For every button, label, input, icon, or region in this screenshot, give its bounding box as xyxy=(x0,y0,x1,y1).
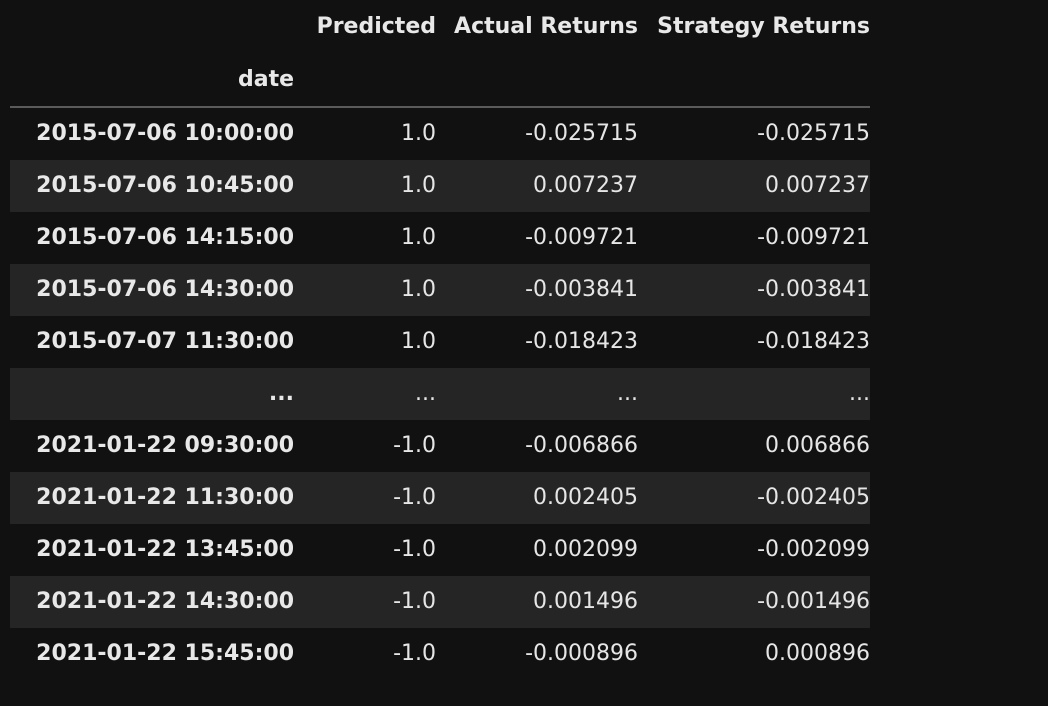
row-index-date: 2021-01-22 11:30:00 xyxy=(36,485,294,510)
table-row: 2015-07-06 14:15:00 1.0 -0.009721 -0.009721 xyxy=(10,212,870,264)
index-corner-cell xyxy=(10,0,294,54)
cell-actual-returns: -0.025715 xyxy=(525,121,638,146)
cell-strategy-returns: -0.018423 xyxy=(757,329,870,354)
cell-predicted: -1.0 xyxy=(393,433,436,458)
table-header: Predicted Actual Returns Strategy Return… xyxy=(10,0,870,108)
cell-actual-returns: 0.001496 xyxy=(533,589,638,614)
table-row: 2021-01-22 11:30:00 -1.0 0.002405 -0.002405 xyxy=(10,472,870,524)
table-row: 2015-07-06 10:45:00 1.0 0.007237 0.007237 xyxy=(10,160,870,212)
table-row: 2015-07-06 10:00:00 1.0 -0.025715 -0.025715 xyxy=(10,107,870,160)
cell-predicted: -1.0 xyxy=(393,641,436,666)
cell-actual-returns: -0.006866 xyxy=(525,433,638,458)
cell-actual-returns: -0.009721 xyxy=(525,225,638,250)
row-index-date: 2021-01-22 14:30:00 xyxy=(36,589,294,614)
cell-strategy-returns: -0.025715 xyxy=(757,121,870,146)
column-header-predicted: Predicted xyxy=(316,14,436,39)
row-index-date: 2021-01-22 09:30:00 xyxy=(36,433,294,458)
cell-predicted: 1.0 xyxy=(401,121,436,146)
row-index-date: 2015-07-06 14:15:00 xyxy=(36,225,294,250)
cell-predicted: 1.0 xyxy=(401,277,436,302)
cell-actual-returns: -0.003841 xyxy=(525,277,638,302)
table-row: ............ xyxy=(10,368,870,420)
cell-predicted: 1.0 xyxy=(401,225,436,250)
table-row: 2015-07-06 14:30:00 1.0 -0.003841 -0.003841 xyxy=(10,264,870,316)
cell-actual-returns: -0.000896 xyxy=(525,641,638,666)
cell-strategy-returns: -0.002405 xyxy=(757,485,870,510)
row-index-date: 2021-01-22 15:45:00 xyxy=(36,641,294,666)
cell-strategy-returns: 0.007237 xyxy=(765,173,870,198)
cell-strategy-returns: 0.006866 xyxy=(765,433,870,458)
row-index-date: 2021-01-22 13:45:00 xyxy=(36,537,294,562)
cell-predicted: ... xyxy=(415,381,436,406)
index-name-spacer xyxy=(294,54,436,108)
row-index-date: 2015-07-06 14:30:00 xyxy=(36,277,294,302)
cell-predicted: -1.0 xyxy=(393,589,436,614)
cell-actual-returns: ... xyxy=(617,381,638,406)
cell-strategy-returns: -0.001496 xyxy=(757,589,870,614)
index-name-spacer xyxy=(638,54,870,108)
table-row: 2021-01-22 09:30:00 -1.0 -0.006866 0.006866 xyxy=(10,420,870,472)
row-index-date: 2015-07-07 11:30:00 xyxy=(36,329,294,354)
cell-predicted: 1.0 xyxy=(401,329,436,354)
table-row: 2015-07-07 11:30:00 1.0 -0.018423 -0.018423 xyxy=(10,316,870,368)
cell-strategy-returns: -0.002099 xyxy=(757,537,870,562)
cell-strategy-returns: -0.009721 xyxy=(757,225,870,250)
cell-strategy-returns: -0.003841 xyxy=(757,277,870,302)
cell-strategy-returns: ... xyxy=(849,381,870,406)
table-row: 2021-01-22 13:45:00 -1.0 0.002099 -0.002099 xyxy=(10,524,870,576)
dataframe-table: Predicted Actual Returns Strategy Return… xyxy=(10,0,870,680)
cell-predicted: -1.0 xyxy=(393,485,436,510)
row-index-date: 2015-07-06 10:45:00 xyxy=(36,173,294,198)
cell-predicted: -1.0 xyxy=(393,537,436,562)
index-name-row: date xyxy=(10,54,870,108)
index-name-header: date xyxy=(10,54,294,108)
cell-predicted: 1.0 xyxy=(401,173,436,198)
cell-actual-returns: 0.002405 xyxy=(533,485,638,510)
table-body: 2015-07-06 10:00:00 1.0 -0.025715 -0.025715… xyxy=(10,107,870,680)
cell-actual-returns: -0.018423 xyxy=(525,329,638,354)
column-header-actual-returns: Actual Returns xyxy=(454,14,638,39)
table-row: 2021-01-22 14:30:00 -1.0 0.001496 -0.001496 xyxy=(10,576,870,628)
cell-actual-returns: 0.007237 xyxy=(533,173,638,198)
column-header-strategy-returns: Strategy Returns xyxy=(657,14,870,39)
row-index-date: ... xyxy=(268,381,294,406)
column-header-row: Predicted Actual Returns Strategy Return… xyxy=(10,0,870,54)
row-index-date: 2015-07-06 10:00:00 xyxy=(36,121,294,146)
cell-actual-returns: 0.002099 xyxy=(533,537,638,562)
index-name-spacer xyxy=(436,54,638,108)
table-row: 2021-01-22 15:45:00 -1.0 -0.000896 0.000896 xyxy=(10,628,870,680)
cell-strategy-returns: 0.000896 xyxy=(765,641,870,666)
